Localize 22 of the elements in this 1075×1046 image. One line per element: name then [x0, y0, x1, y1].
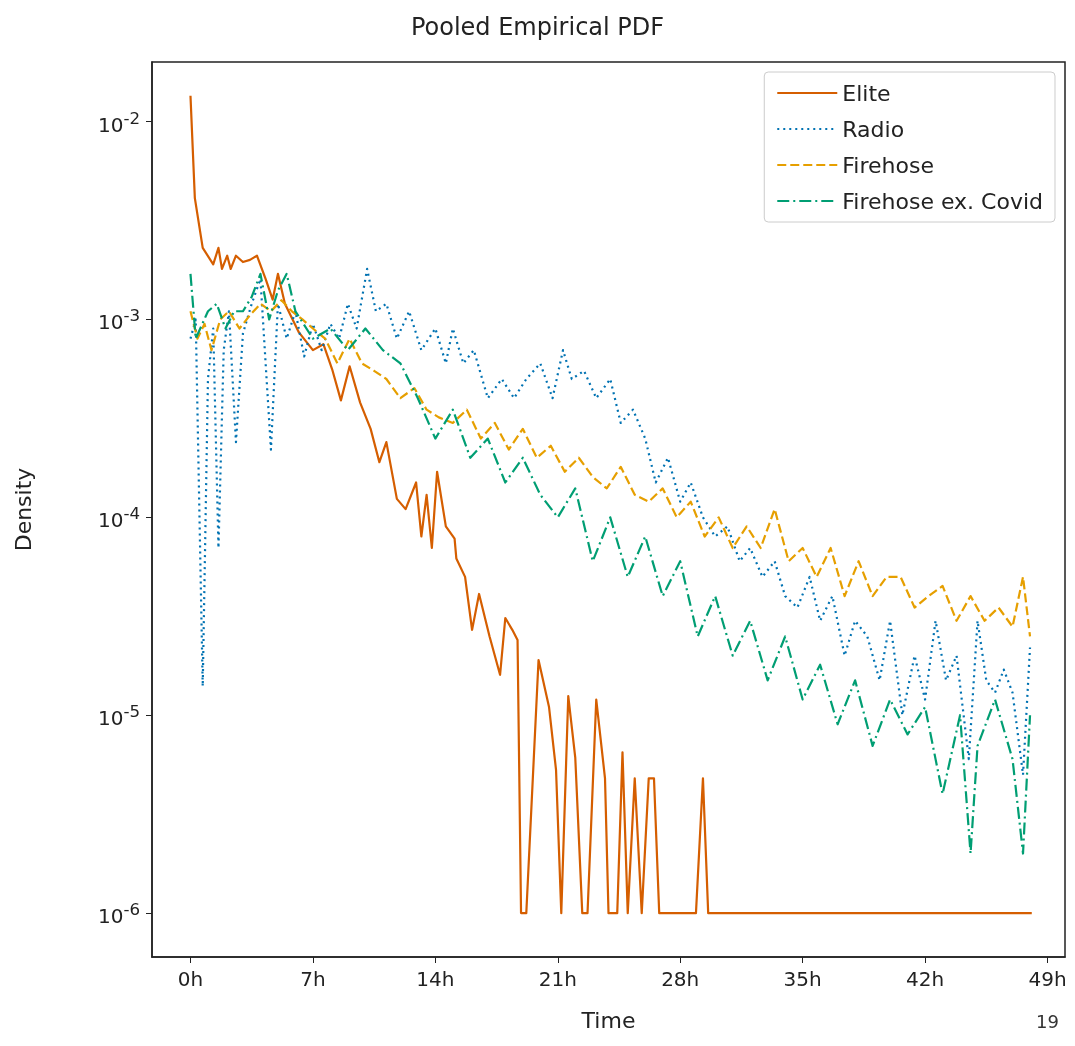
x-tick-label: 42h	[906, 967, 945, 991]
text: 19	[1036, 1011, 1059, 1032]
x-tick-label: 49h	[1028, 967, 1067, 991]
legend-label: Elite	[842, 80, 891, 106]
y-tick-label: 10$^{-5}$	[97, 702, 140, 730]
legend-label: Firehose ex. Covid	[842, 188, 1044, 214]
y-tick-label: 10$^{-4}$	[97, 504, 140, 532]
x-tick-label: 21h	[538, 967, 577, 991]
legend-label: Firehose	[842, 152, 934, 178]
x-tick-label: 14h	[416, 967, 455, 991]
x-axis-title: Time	[580, 1007, 636, 1033]
y-tick-label: 10$^{-2}$	[97, 108, 140, 137]
x-tick-label: 0h	[177, 967, 204, 991]
y-tick-label: 10$^{-3}$	[97, 306, 140, 335]
x-tick-label: 28h	[661, 967, 700, 991]
y-tick-label: 10$^{-6}$	[97, 900, 140, 928]
x-tick-label: 7h	[300, 967, 326, 991]
y-axis-title: Density	[10, 467, 36, 552]
x-tick-label: 35h	[783, 967, 822, 991]
legend-label: Radio	[842, 116, 905, 142]
chart-title: Pooled Empirical PDF	[410, 13, 665, 41]
line-series	[189, 299, 1032, 638]
